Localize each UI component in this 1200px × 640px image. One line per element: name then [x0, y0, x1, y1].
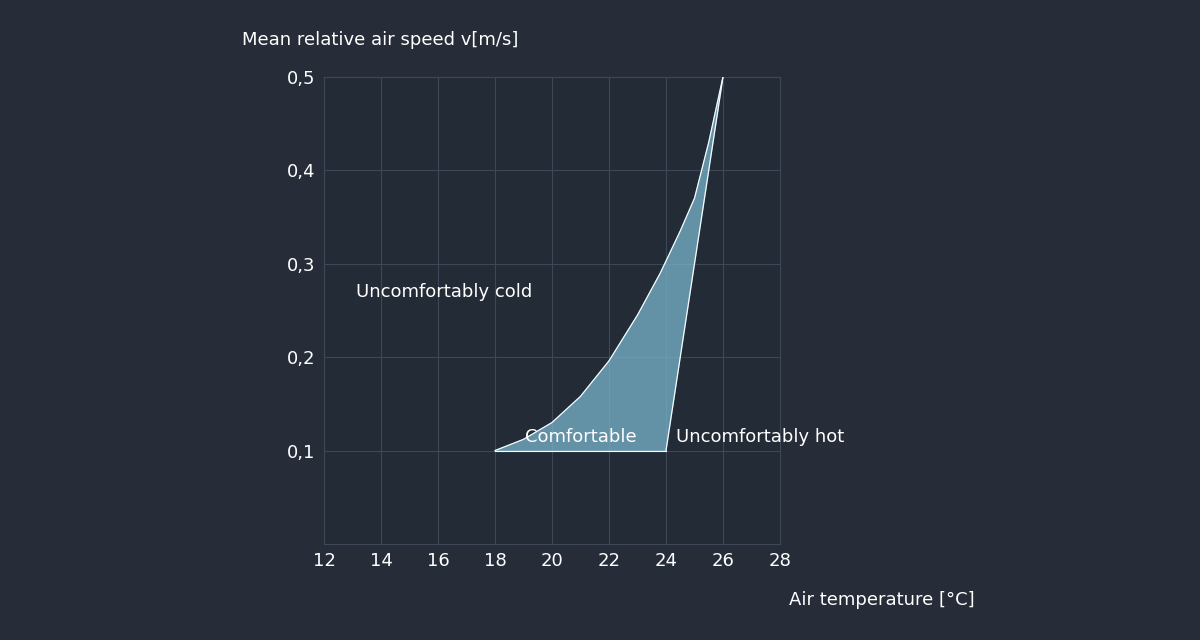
Polygon shape — [496, 77, 722, 451]
Text: Air temperature [°C]: Air temperature [°C] — [790, 591, 974, 609]
Text: Uncomfortably hot: Uncomfortably hot — [676, 428, 844, 445]
Text: Comfortable: Comfortable — [524, 428, 636, 445]
Text: Mean relative air speed v[m/s]: Mean relative air speed v[m/s] — [242, 31, 518, 49]
Text: Uncomfortably cold: Uncomfortably cold — [355, 283, 532, 301]
